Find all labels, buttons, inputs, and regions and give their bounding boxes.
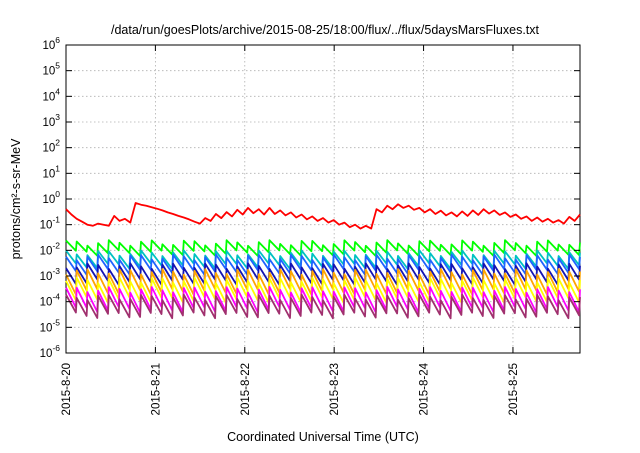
x-tick-label: 2015-8-20 <box>61 363 73 415</box>
x-tick-label: 2015-8-21 <box>150 363 162 415</box>
series-line-7 <box>65 276 581 304</box>
series-line-2 <box>65 239 581 257</box>
y-tick-label: 10-5 <box>40 317 61 334</box>
series-group <box>65 202 581 320</box>
y-axis: 10-6 10-5 10-4 10-3 10-2 10-1 100 101 102 103 104 1… <box>40 35 580 360</box>
y-tick-label: 102 <box>42 138 60 155</box>
series-line-5 <box>65 262 581 286</box>
y-tick-label: 10-3 <box>40 266 61 283</box>
series-line-9 <box>65 293 581 320</box>
y-tick-label: 105 <box>42 61 60 78</box>
y-tick-label: 104 <box>42 86 60 103</box>
series-line-6 <box>65 268 581 296</box>
x-tick-label: 2015-8-22 <box>240 363 252 415</box>
y-tick-label: 10-2 <box>40 240 61 257</box>
y-tick-label: 10-1 <box>40 215 61 232</box>
x-tick-label: 2015-8-23 <box>329 363 341 415</box>
y-axis-label: protons/cm²-s-sr-MeV <box>9 138 23 260</box>
x-tick-label: 2015-8-25 <box>508 363 520 415</box>
x-tick-label: 2015-8-24 <box>419 362 431 415</box>
series-line-3 <box>65 249 581 270</box>
series-line-1 <box>65 202 581 230</box>
y-tick-label: 10-6 <box>40 343 61 360</box>
series-line-8 <box>65 286 581 314</box>
y-tick-label: 10-4 <box>40 292 61 309</box>
series-line-4 <box>65 253 581 276</box>
y-tick-label: 100 <box>42 189 60 206</box>
x-axis: 2015-8-20 2015-8-21 2015-8-22 2015-8-23 2015… <box>61 45 520 415</box>
y-tick-label: 103 <box>42 112 60 129</box>
chart-title: /data/run/goesPlots/archive/2015-08-25/1… <box>111 23 540 37</box>
y-tick-label: 101 <box>42 163 60 180</box>
x-axis-label: Coordinated Universal Time (UTC) <box>227 430 419 444</box>
y-tick-label: 106 <box>42 35 60 52</box>
